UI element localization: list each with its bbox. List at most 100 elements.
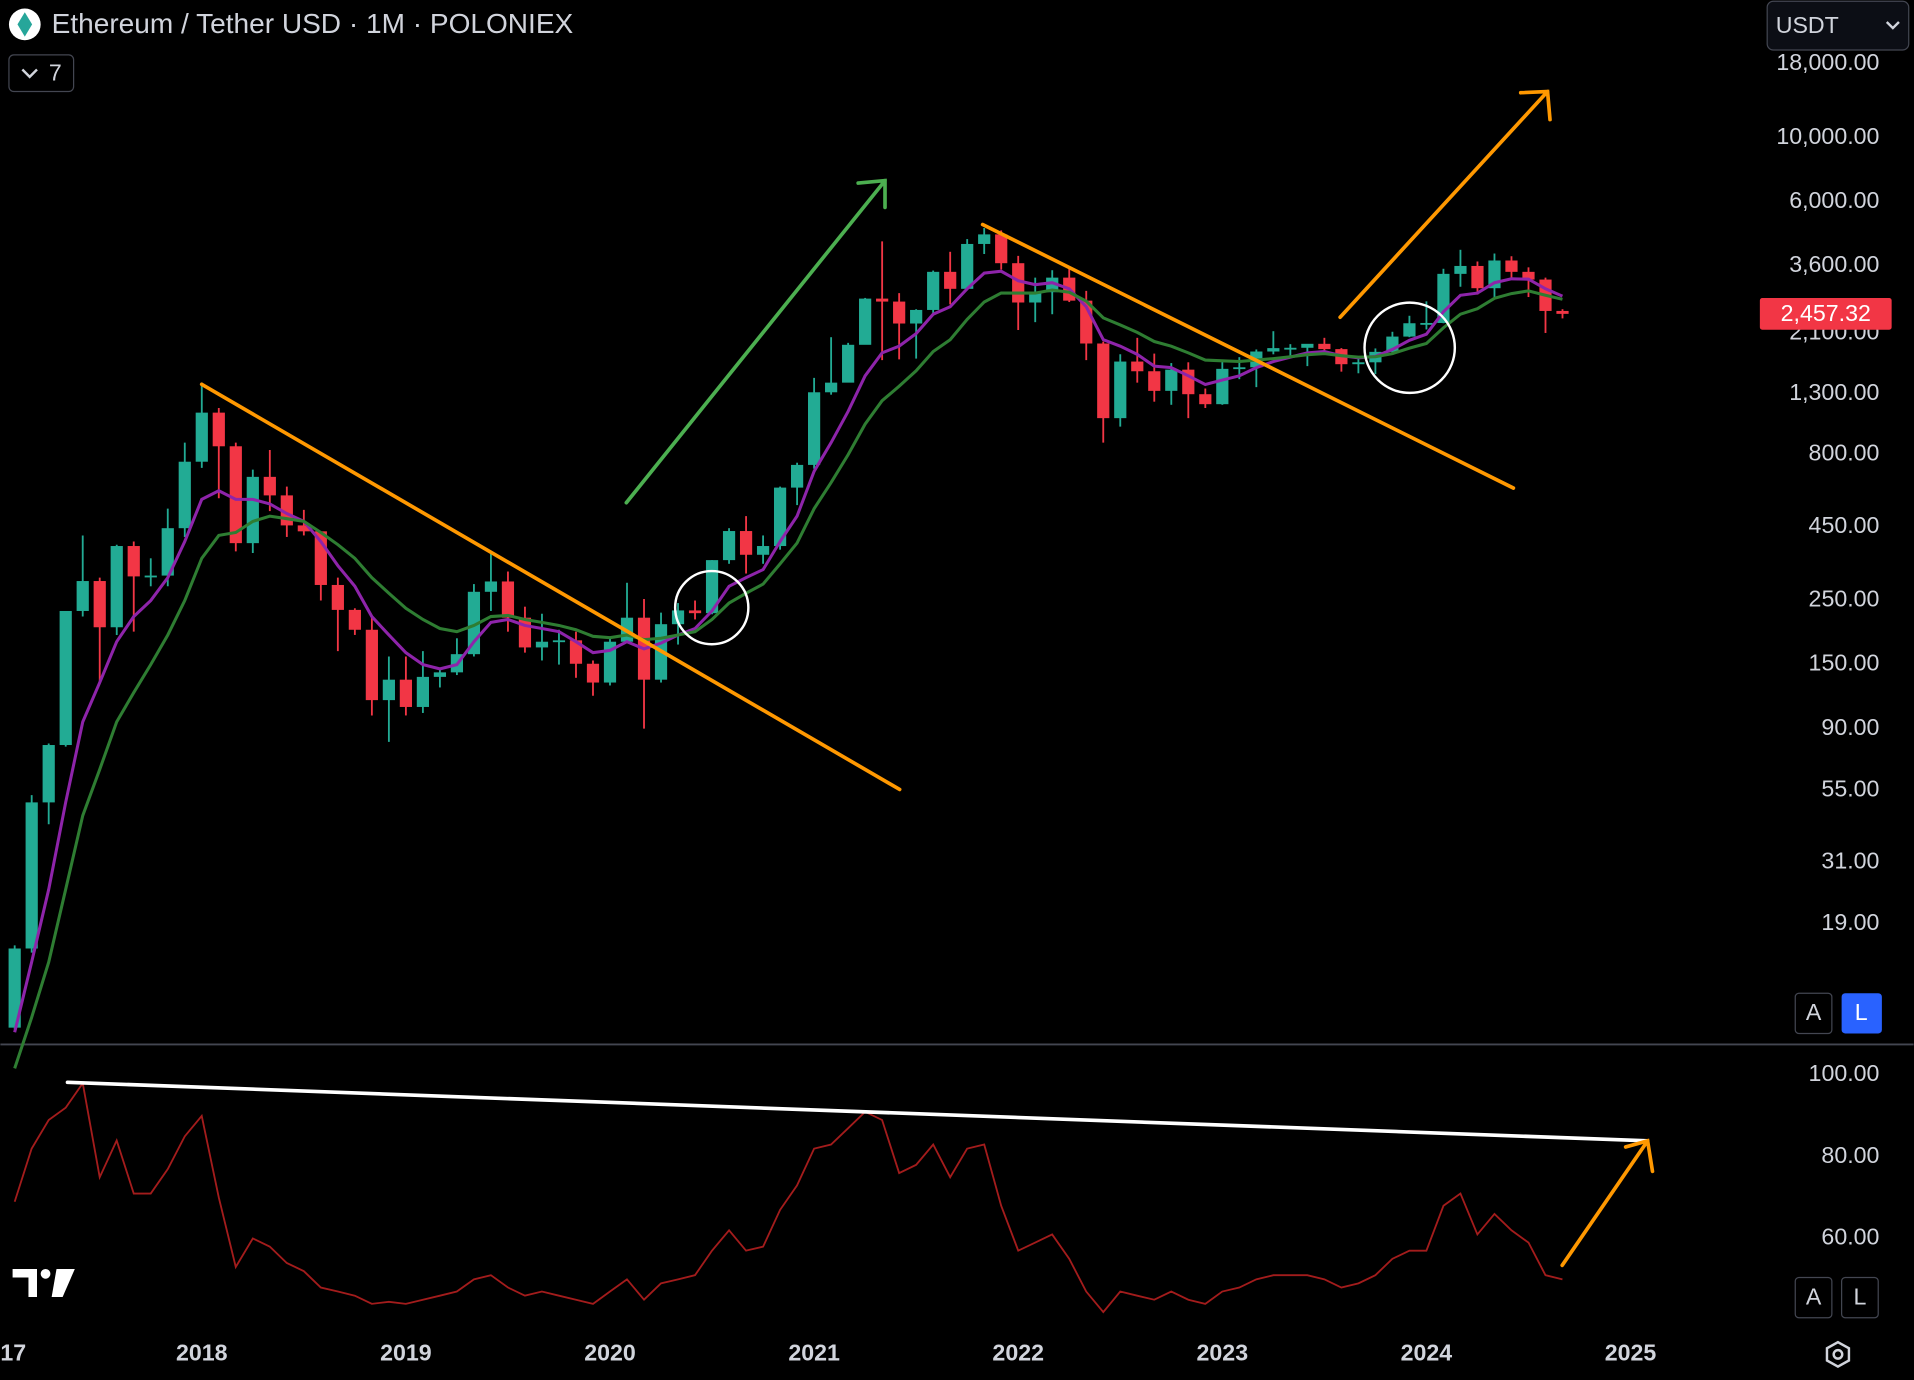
- candle-body: [1114, 361, 1127, 419]
- x-tick-label: 2022: [992, 1340, 1044, 1366]
- candle-body: [961, 243, 974, 289]
- candle-body: [1267, 348, 1280, 352]
- settings-icon[interactable]: [1825, 1340, 1851, 1368]
- candle-body: [416, 676, 429, 707]
- x-tick-label: 17: [0, 1340, 26, 1366]
- log-scale-button[interactable]: [1841, 993, 1882, 1034]
- currency: USDT: [1776, 12, 1839, 38]
- candle-body: [825, 382, 838, 393]
- auto-scale-button[interactable]: [1794, 992, 1833, 1035]
- candle-body: [842, 344, 855, 383]
- candle-body: [178, 461, 191, 529]
- candle-body: [144, 575, 157, 578]
- y-tick-label: 150.00: [1809, 650, 1880, 676]
- moving-average: [13, 288, 1563, 1069]
- candle-body: [42, 745, 55, 803]
- candle-body: [893, 301, 906, 324]
- y-tick-label: 55.00: [1821, 776, 1879, 802]
- y-tick-label: 250.00: [1809, 586, 1880, 612]
- candle-body: [246, 476, 259, 544]
- candle-body: [910, 309, 923, 324]
- candle-body: [110, 546, 123, 628]
- candle-body: [1029, 292, 1042, 303]
- indicators-count: 7: [49, 60, 62, 86]
- drawings: [65, 89, 1655, 1268]
- candle-body: [331, 584, 344, 610]
- candle-body: [518, 617, 532, 648]
- candle-body: [1505, 260, 1518, 272]
- indicator-line: [13, 1080, 1563, 1314]
- candle-body: [978, 234, 991, 244]
- candle-body: [1216, 368, 1229, 405]
- candle-body: [501, 581, 515, 618]
- candle-body: [1420, 322, 1433, 325]
- logo-part: [40, 1268, 51, 1279]
- brand-logo: [12, 1268, 75, 1298]
- auto-scale-button[interactable]: [1794, 1276, 1833, 1319]
- gear-center: [1832, 1348, 1844, 1360]
- currency-dropdown[interactable]: USDT: [1766, 0, 1910, 51]
- y-tick-label: 800.00: [1809, 440, 1880, 466]
- candle-body: [1046, 277, 1059, 293]
- candle-body: [586, 663, 600, 683]
- candle-body: [1318, 343, 1331, 350]
- candle-body: [1301, 343, 1314, 348]
- candle-body: [995, 234, 1008, 264]
- y-tick-label: 100.00: [1809, 1060, 1880, 1086]
- trend-line: [199, 382, 902, 792]
- logo-part: [51, 1268, 75, 1298]
- indicators-toggle[interactable]: 7: [8, 54, 75, 93]
- candle-body: [161, 528, 174, 576]
- candle-body: [263, 476, 276, 496]
- y-tick-label: 80.00: [1821, 1142, 1879, 1168]
- candle-body: [1471, 265, 1484, 289]
- candle-body: [722, 531, 736, 561]
- candle-body: [1097, 343, 1110, 419]
- logo-part: [12, 1268, 37, 1298]
- y-tick-label: 3,600.00: [1789, 251, 1879, 277]
- arrow: [1338, 89, 1552, 320]
- candle-body: [195, 412, 208, 462]
- plot-area: [8, 228, 1569, 1314]
- candle-body: [705, 560, 719, 614]
- button-label: L: [1855, 999, 1868, 1025]
- candle-body: [93, 581, 106, 628]
- arrow: [624, 178, 887, 505]
- highlight-circle: [1363, 301, 1457, 395]
- last-price-label: 2,457.32: [1781, 300, 1871, 326]
- candle-body: [127, 546, 140, 577]
- candle-body: [1454, 265, 1467, 274]
- button[interactable]: [8, 54, 75, 93]
- log-scale-button[interactable]: [1841, 1276, 1879, 1319]
- candle-body: [76, 581, 89, 611]
- button-label: A: [1806, 999, 1822, 1025]
- chart-title: Ethereum / Tether USD · 1M · POLONIEX: [52, 8, 574, 39]
- candle-body: [927, 271, 940, 310]
- candle-body: [859, 298, 872, 345]
- candle-body: [433, 672, 447, 677]
- candle-body: [876, 298, 889, 302]
- y-tick-label: 18,000.00: [1776, 49, 1879, 75]
- candle-body: [569, 640, 583, 664]
- candle-body: [1556, 310, 1569, 314]
- x-tick-label: 2023: [1197, 1340, 1249, 1366]
- candle-body: [1284, 347, 1297, 350]
- candle-body: [535, 641, 549, 648]
- candle-body: [382, 679, 395, 701]
- y-tick-label: 90.00: [1821, 714, 1879, 740]
- y-tick-label: 1,300.00: [1789, 379, 1879, 405]
- candle-body: [229, 446, 242, 544]
- candle-body: [1233, 367, 1246, 370]
- candle-body: [1403, 323, 1416, 337]
- candle-body: [484, 581, 498, 592]
- x-tick-label: 2021: [788, 1340, 840, 1366]
- x-tick-label: 2018: [176, 1340, 228, 1366]
- candle-body: [365, 629, 378, 701]
- y-tick-label: 10,000.00: [1776, 123, 1879, 149]
- candle-body: [1352, 362, 1365, 365]
- trend-line: [65, 1080, 1650, 1143]
- gear[interactable]: [1825, 1340, 1851, 1368]
- dropdown[interactable]: [1766, 0, 1910, 51]
- header: Ethereum / Tether USD · 1M · POLONIEX 7: [8, 8, 574, 93]
